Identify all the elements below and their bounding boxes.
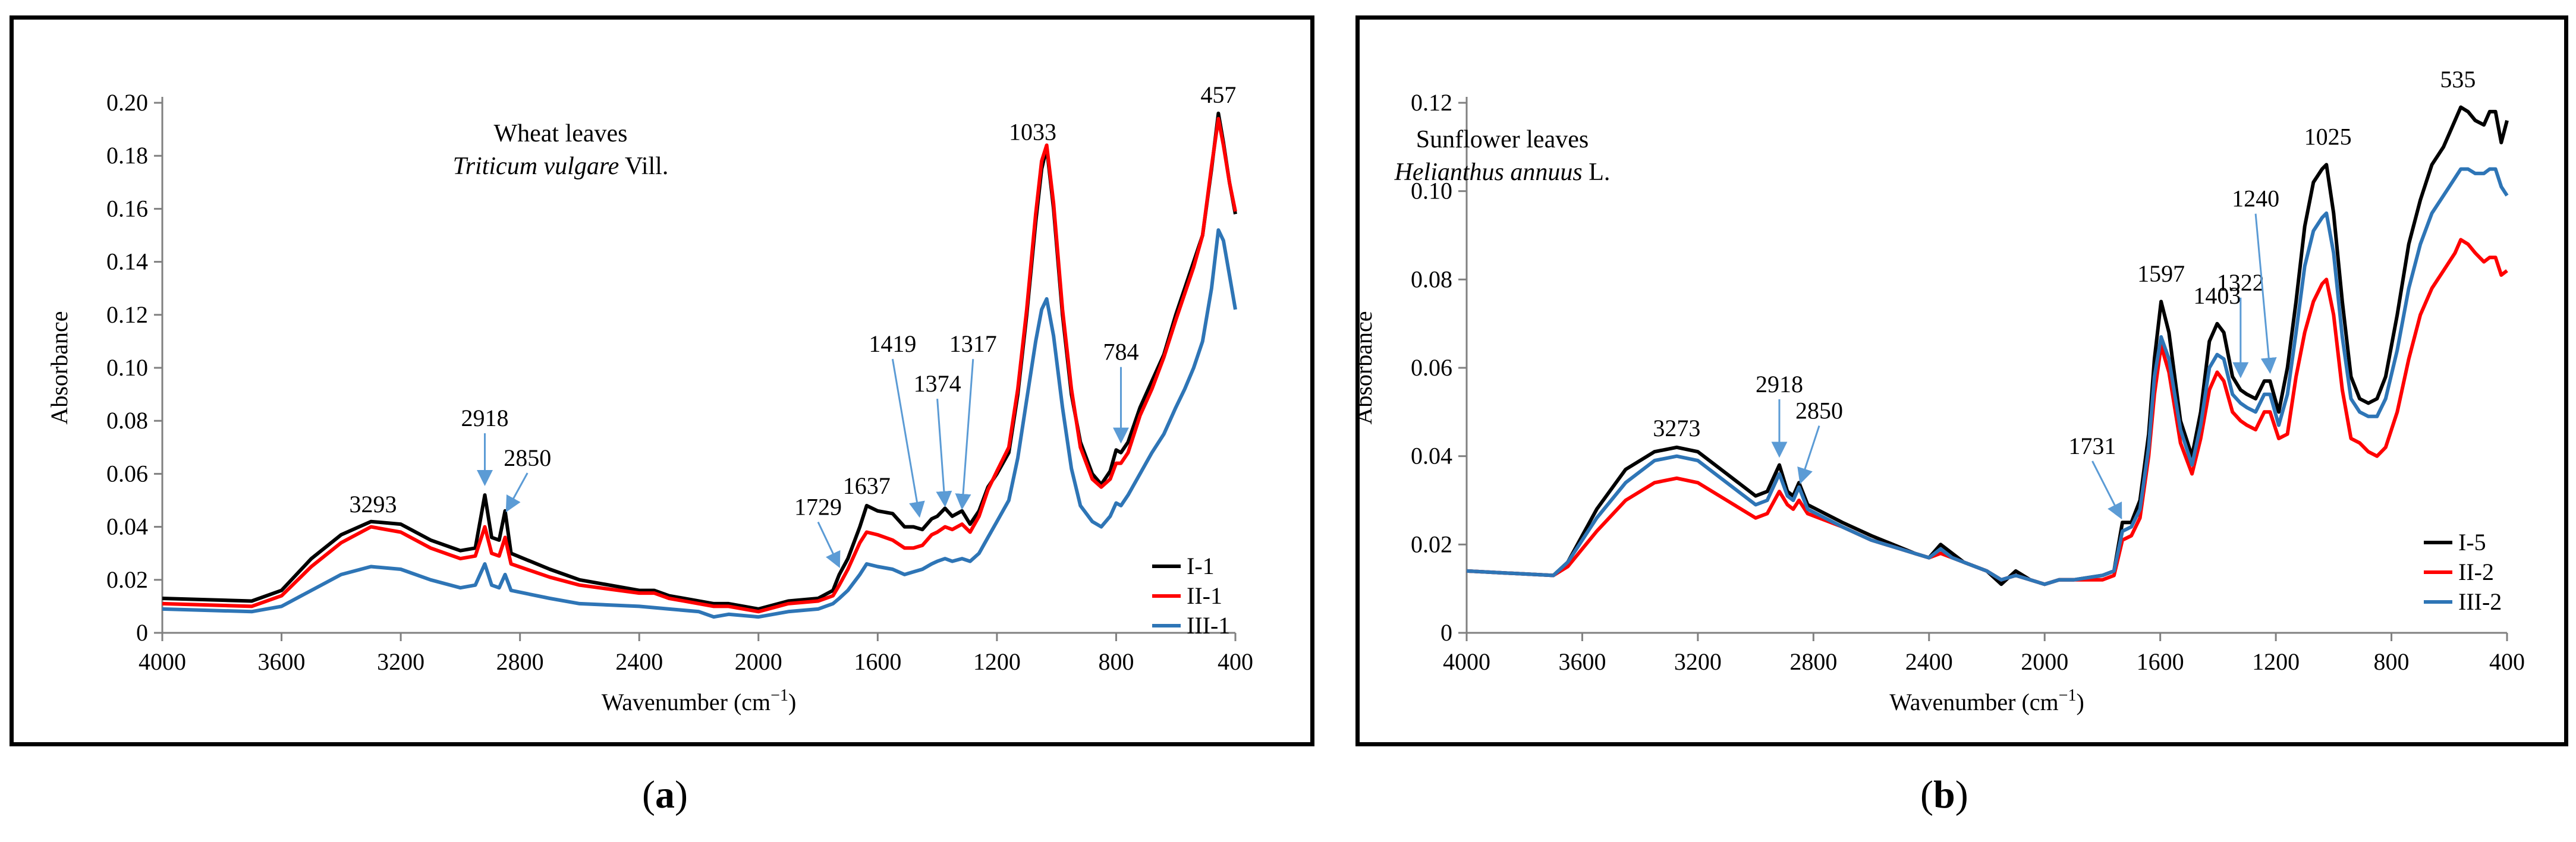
chart-a-ytick-label: 0.14 — [106, 248, 148, 275]
chart-b-legend-label-II-2: II-2 — [2458, 559, 2494, 585]
chart-a-xlabel: Wavenumber (cm−1) — [602, 686, 797, 715]
chart-a-annotation-1637: 1637 — [843, 472, 891, 499]
chart-a-annotation-784: 784 — [1103, 339, 1138, 365]
chart-b-xtick-label: 2800 — [1789, 648, 1837, 675]
chart-b-ytick-label: 0.04 — [1411, 443, 1452, 469]
chart-a-legend-label-I-1: I-1 — [1187, 553, 1215, 579]
chart-a-annotation-1729: 1729 — [794, 494, 842, 521]
chart-b-svg: 0 0.02 0.04 0.06 0.08 0.10 0.12 4000 3600 3200 280… — [1360, 66, 2525, 715]
chart-b-title: Sunflower leaves — [1416, 126, 1589, 153]
chart-a-xtick-label: 1600 — [854, 648, 901, 675]
chart-b-ylabel: Absorbance — [1360, 311, 1377, 424]
chart-a-svg: 0 0.02 0.04 0.06 0.08 0.10 0.12 0.14 0.16 0.18 0.2… — [46, 81, 1253, 715]
caption-b: (b) — [1920, 773, 1968, 816]
chart-b-ytick-label: 0 — [1440, 619, 1452, 646]
chart-a-xtick-label: 800 — [1098, 648, 1134, 675]
chart-a-ytick-label: 0.12 — [106, 301, 148, 328]
chart-a-series-I-1 — [162, 111, 1237, 611]
chart-a-annotation-arrow — [936, 399, 952, 507]
chart-b-annotation-arrow — [2254, 213, 2277, 374]
chart-a-xtick-label: 2000 — [735, 648, 782, 675]
caption-a: (a) — [642, 773, 688, 816]
chart-a-annotation-3293: 3293 — [349, 491, 397, 518]
chart-a-xtick-label: 2800 — [496, 648, 544, 675]
chart-a-series-II-1 — [162, 116, 1237, 614]
chart-b-annotation-2850: 2850 — [1795, 397, 1843, 424]
chart-b-annotation-535: 535 — [2440, 66, 2476, 93]
chart-a-series-III-1 — [162, 228, 1237, 619]
chart-a-xtick-label: 1200 — [973, 648, 1021, 675]
chart-a-xtick-label: 3200 — [377, 648, 424, 675]
chart-b-ytick-label: 0.06 — [1411, 354, 1452, 381]
chart-a-annotation-arrow — [505, 472, 529, 513]
chart-b-ytick-label: 0.02 — [1411, 531, 1452, 557]
chart-b-xtick-label: 800 — [2374, 648, 2410, 675]
chart-b-subtitle: Helianthus annuus L. — [1394, 159, 1611, 186]
chart-a-xtick-label: 400 — [1218, 648, 1253, 675]
chart-b-ytick-label: 0.10 — [1411, 178, 1452, 204]
chart-a-ytick-label: 0.16 — [106, 195, 148, 222]
chart-a-annotation-arrow — [817, 521, 841, 568]
chart-panel-b: 0 0.02 0.04 0.06 0.08 0.10 0.12 4000 3600 3200 280… — [1355, 15, 2568, 746]
chart-b-annotation-1403: 1403 — [2193, 282, 2241, 309]
chart-a-ytick-label: 0.08 — [106, 407, 148, 434]
chart-a-annotation-457: 457 — [1200, 81, 1236, 108]
chart-a-annotation-arrow — [891, 358, 925, 518]
chart-a-ytick-label: 0.02 — [106, 566, 148, 593]
chart-b-series-II-2 — [1466, 238, 2508, 586]
chart-b-annotation-arrow — [2091, 461, 2122, 520]
chart-b-annotation-1240: 1240 — [2232, 185, 2279, 212]
chart-b-annotation-2918: 2918 — [1756, 371, 1803, 398]
chart-b-ytick-label: 0.08 — [1411, 266, 1452, 292]
chart-a-ytick-label: 0.20 — [106, 89, 148, 116]
chart-b-xtick-label: 4000 — [1443, 648, 1490, 675]
chart-b-xtick-label: 2000 — [2021, 648, 2068, 675]
chart-b-legend-label-I-5: I-5 — [2458, 529, 2486, 556]
chart-a-ytick-label: 0 — [136, 619, 148, 646]
chart-a-xtick-label: 3600 — [258, 648, 306, 675]
chart-a-annotation-2850: 2850 — [504, 444, 551, 471]
chart-b-annotation-3273: 3273 — [1653, 415, 1700, 442]
chart-a-subtitle: Triticum vulgare Vill. — [453, 153, 669, 180]
chart-a-annotation-1374: 1374 — [914, 370, 961, 397]
chart-a-xtick-label: 4000 — [139, 648, 186, 675]
chart-a-annotation-1317: 1317 — [949, 330, 997, 357]
chart-a-ylabel: Absorbance — [46, 311, 73, 424]
chart-b-series-III-2 — [1466, 167, 2509, 586]
chart-b-ytick-label: 0.12 — [1411, 89, 1452, 116]
chart-b-annotation-1025: 1025 — [2304, 124, 2352, 150]
chart-b-annotation-1322: 1322 — [2217, 269, 2264, 296]
chart-b-annotation-1597: 1597 — [2137, 260, 2185, 287]
chart-a-annotation-2918: 2918 — [461, 405, 509, 431]
chart-b-annotation-1731: 1731 — [2068, 433, 2116, 459]
chart-a-ytick-label: 0.18 — [106, 142, 148, 169]
chart-b-xtick-label: 400 — [2489, 648, 2525, 675]
chart-b-xtick-label: 2400 — [1905, 648, 1953, 675]
chart-b-xtick-label: 1600 — [2137, 648, 2184, 675]
chart-a-title: Wheat leaves — [493, 120, 627, 147]
chart-b-xtick-label: 3600 — [1558, 648, 1606, 675]
chart-a-annotation-arrow — [955, 359, 974, 510]
chart-a-annotation-1033: 1033 — [1009, 118, 1056, 145]
chart-a-xtick-label: 2400 — [615, 648, 663, 675]
chart-b-xtick-label: 1200 — [2252, 648, 2300, 675]
chart-b-series-I-5 — [1466, 105, 2509, 586]
chart-b-xlabel: Wavenumber (cm−1) — [1889, 686, 2084, 715]
chart-a-annotation-1419: 1419 — [869, 330, 916, 357]
chart-panel-a: 0 0.02 0.04 0.06 0.08 0.10 0.12 0.14 0.16 0.18 0.2… — [10, 15, 1314, 746]
chart-a-ytick-label: 0.06 — [106, 460, 148, 487]
chart-b-legend-label-III-2: III-2 — [2458, 588, 2502, 615]
chart-b-xtick-label: 3200 — [1674, 648, 1722, 675]
chart-a-legend-label-III-1: III-1 — [1187, 612, 1230, 639]
chart-a-ytick-label: 0.10 — [106, 354, 148, 381]
chart-a-ytick-label: 0.04 — [106, 513, 148, 540]
chart-a-legend-label-II-1: II-1 — [1187, 582, 1222, 609]
chart-b-annotation-arrow — [1797, 425, 1820, 484]
